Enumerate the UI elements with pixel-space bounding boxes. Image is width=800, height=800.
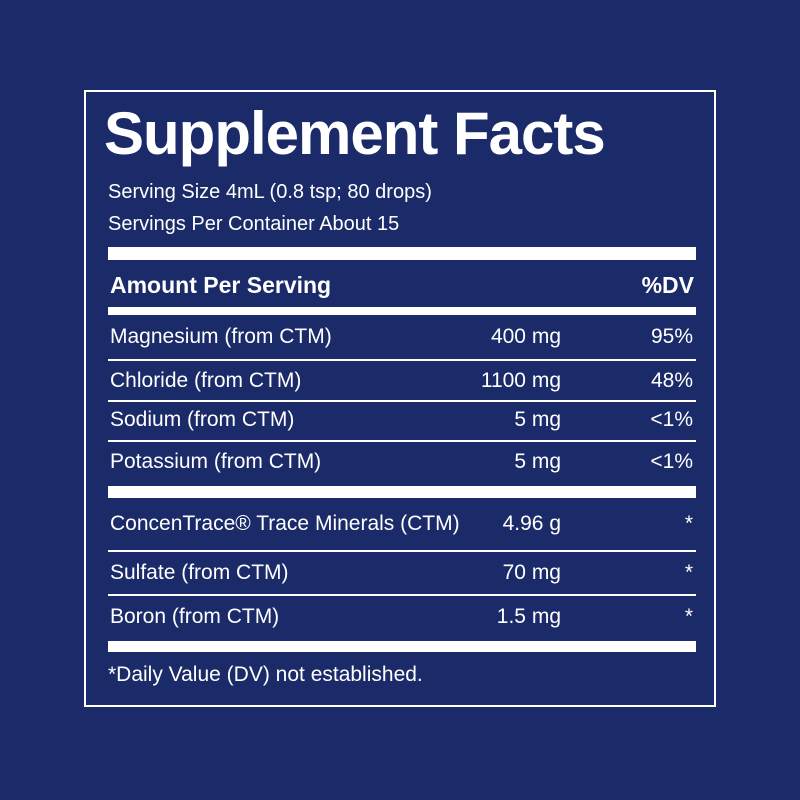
- nutrient-name: Chloride (from CTM): [110, 369, 302, 392]
- dv-header: %DV: [641, 272, 694, 298]
- nutrient-dv: *: [684, 561, 693, 584]
- thin-rule: [108, 400, 696, 402]
- nutrient-amount: 400 mg: [490, 325, 561, 348]
- amount-header: Amount Per Serving: [110, 272, 332, 298]
- footnote: *Daily Value (DV) not established.: [108, 663, 423, 686]
- nutrient-amount: 5 mg: [514, 450, 561, 473]
- title: Supplement Facts: [104, 100, 606, 167]
- thick-rule: [108, 486, 696, 498]
- thin-rule: [108, 550, 696, 552]
- nutrient-amount: 70 mg: [502, 561, 561, 584]
- nutrient-name: Sodium (from CTM): [110, 408, 295, 431]
- nutrient-amount: 4.96 g: [502, 512, 561, 535]
- serving-size: Serving Size 4mL (0.8 tsp; 80 drops): [108, 181, 432, 203]
- medium-rule: [108, 307, 696, 315]
- nutrient-name: Magnesium (from CTM): [110, 325, 332, 348]
- label-border: [84, 90, 716, 707]
- thin-rule: [108, 359, 696, 361]
- servings-per-container: Servings Per Container About 15: [108, 213, 400, 235]
- thick-rule: [108, 641, 696, 652]
- nutrient-amount: 1100 mg: [480, 369, 561, 392]
- nutrient-name: ConcenTrace® Trace Minerals (CTM): [110, 512, 460, 535]
- thick-rule: [108, 247, 696, 260]
- thin-rule: [108, 440, 696, 442]
- nutrient-amount: 1.5 mg: [496, 605, 561, 628]
- nutrient-dv: 48%: [650, 369, 693, 392]
- nutrient-dv: <1%: [650, 408, 693, 431]
- nutrient-name: Boron (from CTM): [110, 605, 280, 628]
- nutrient-name: Sulfate (from CTM): [110, 561, 289, 584]
- thin-rule: [108, 594, 696, 596]
- nutrient-dv: <1%: [650, 450, 693, 473]
- nutrient-name: Potassium (from CTM): [110, 450, 322, 473]
- nutrient-dv: 95%: [650, 325, 693, 348]
- nutrient-amount: 5 mg: [514, 408, 561, 431]
- nutrient-dv: *: [684, 605, 693, 628]
- nutrient-dv: *: [684, 512, 693, 535]
